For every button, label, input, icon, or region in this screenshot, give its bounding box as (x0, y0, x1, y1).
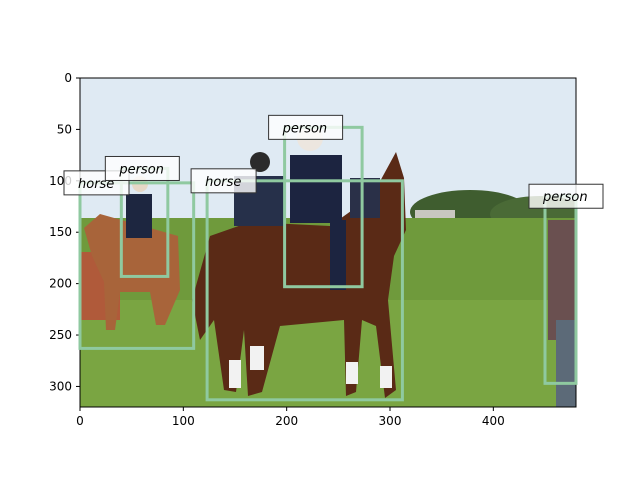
detection-box-horse (78, 181, 196, 350)
detection-label-text: person (282, 121, 328, 136)
detection-label-box (268, 114, 344, 140)
x-tick-label: 100 (172, 414, 195, 428)
detection-label-text: horse (205, 175, 241, 190)
y-tick-label: 150 (49, 225, 72, 239)
detection-label: horse (190, 168, 257, 194)
detection-label-box (104, 155, 180, 181)
detection-label: person (104, 155, 180, 181)
x-tick-label: 400 (482, 414, 505, 428)
detection-label: person (268, 114, 344, 140)
detection-label: person (528, 183, 604, 209)
x-tick-label: 200 (275, 414, 298, 428)
x-tick-label: 0 (76, 414, 84, 428)
y-tick-label: 250 (49, 328, 72, 342)
y-tick-label: 0 (64, 71, 72, 85)
detection-label-box (528, 183, 604, 209)
photo (80, 78, 576, 407)
detection-box-horse (205, 179, 404, 402)
detection-label-text: person (118, 162, 164, 177)
detection-label-text: person (542, 190, 588, 205)
y-tick-label: 50 (57, 122, 72, 136)
y-tick-label: 300 (49, 379, 72, 393)
y-tick-label: 200 (49, 277, 72, 291)
x-tick-label: 300 (379, 414, 402, 428)
detection-label-box (190, 168, 257, 194)
